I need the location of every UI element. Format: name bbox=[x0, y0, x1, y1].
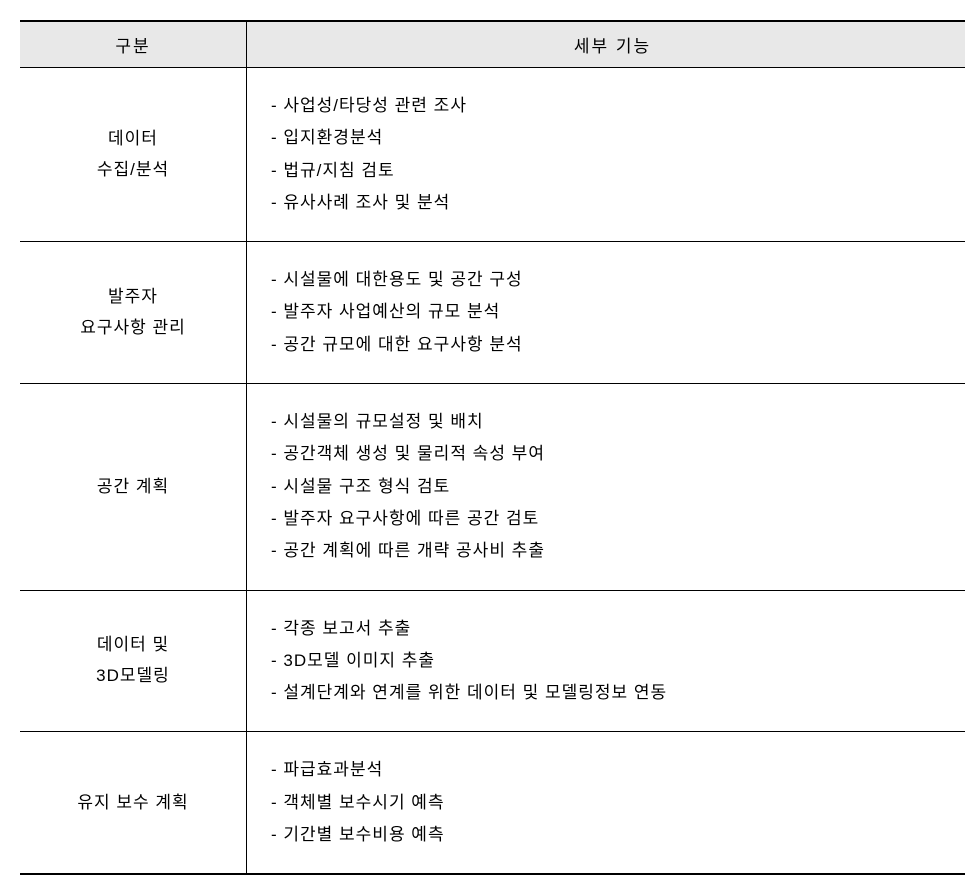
detail-item: - 입지환경분석 bbox=[271, 122, 964, 154]
detail-item: - 각종 보고서 추출 bbox=[271, 613, 964, 645]
category-cell: 공간 계획 bbox=[20, 384, 247, 590]
category-line: 3D모델링 bbox=[96, 666, 170, 685]
detail-item: - 공간 계획에 따른 개략 공사비 추출 bbox=[271, 535, 964, 567]
detail-item: - 발주자 사업예산의 규모 분석 bbox=[271, 296, 964, 328]
detail-item: - 시설물의 규모설정 및 배치 bbox=[271, 406, 964, 438]
detail-item: - 설계단계와 연계를 위한 데이터 및 모델링정보 연동 bbox=[271, 677, 964, 709]
details-cell: - 파급효과분석- 객체별 보수시기 예측- 기간별 보수비용 예측 bbox=[247, 732, 965, 874]
table-header-row: 구분 세부 기능 bbox=[20, 21, 965, 68]
header-details: 세부 기능 bbox=[247, 21, 965, 68]
category-cell: 유지 보수 계획 bbox=[20, 732, 247, 874]
feature-table: 구분 세부 기능 데이터수집/분석- 사업성/타당성 관련 조사- 입지환경분석… bbox=[20, 20, 965, 875]
details-cell: - 시설물의 규모설정 및 배치- 공간객체 생성 및 물리적 속성 부여- 시… bbox=[247, 384, 965, 590]
table-row: 데이터수집/분석- 사업성/타당성 관련 조사- 입지환경분석- 법규/지침 검… bbox=[20, 68, 965, 242]
category-line: 유지 보수 계획 bbox=[77, 793, 188, 812]
detail-item: - 법규/지침 검토 bbox=[271, 155, 964, 187]
table-body: 데이터수집/분석- 사업성/타당성 관련 조사- 입지환경분석- 법규/지침 검… bbox=[20, 68, 965, 875]
table-row: 데이터 및 3D모델링 - 각종 보고서 추출- 3D모델 이미지 추출- 설계단계… bbox=[20, 590, 965, 732]
detail-item: - 파급효과분석 bbox=[271, 754, 964, 786]
category-line: 요구사항 관리 bbox=[80, 318, 186, 337]
details-cell: - 시설물에 대한용도 및 공간 구성- 발주자 사업예산의 규모 분석- 공간… bbox=[247, 242, 965, 384]
detail-item: - 기간별 보수비용 예측 bbox=[271, 819, 964, 851]
category-line: 수집/분석 bbox=[97, 160, 169, 179]
category-cell: 데이터수집/분석 bbox=[20, 68, 247, 242]
details-cell: - 사업성/타당성 관련 조사- 입지환경분석- 법규/지침 검토- 유사사례 … bbox=[247, 68, 965, 242]
category-line: 데이터 및 bbox=[97, 635, 169, 654]
table-row: 공간 계획 - 시설물의 규모설정 및 배치- 공간객체 생성 및 물리적 속성 … bbox=[20, 384, 965, 590]
details-cell: - 각종 보고서 추출- 3D모델 이미지 추출- 설계단계와 연계를 위한 데… bbox=[247, 590, 965, 732]
category-line: 데이터 bbox=[108, 129, 158, 148]
detail-item: - 공간객체 생성 및 물리적 속성 부여 bbox=[271, 438, 964, 470]
category-cell: 발주자요구사항 관리 bbox=[20, 242, 247, 384]
detail-item: - 시설물 구조 형식 검토 bbox=[271, 471, 964, 503]
detail-item: - 사업성/타당성 관련 조사 bbox=[271, 90, 964, 122]
table-row: 유지 보수 계획 - 파급효과분석- 객체별 보수시기 예측- 기간별 보수비용 … bbox=[20, 732, 965, 874]
header-category: 구분 bbox=[20, 21, 247, 68]
category-cell: 데이터 및 3D모델링 bbox=[20, 590, 247, 732]
detail-item: - 시설물에 대한용도 및 공간 구성 bbox=[271, 264, 964, 296]
category-line: 발주자 bbox=[108, 287, 158, 306]
detail-item: - 유사사례 조사 및 분석 bbox=[271, 187, 964, 219]
detail-item: - 공간 규모에 대한 요구사항 분석 bbox=[271, 329, 964, 361]
category-line: 공간 계획 bbox=[97, 477, 169, 496]
detail-item: - 객체별 보수시기 예측 bbox=[271, 787, 964, 819]
table-row: 발주자요구사항 관리- 시설물에 대한용도 및 공간 구성- 발주자 사업예산의… bbox=[20, 242, 965, 384]
detail-item: - 발주자 요구사항에 따른 공간 검토 bbox=[271, 503, 964, 535]
detail-item: - 3D모델 이미지 추출 bbox=[271, 645, 964, 677]
